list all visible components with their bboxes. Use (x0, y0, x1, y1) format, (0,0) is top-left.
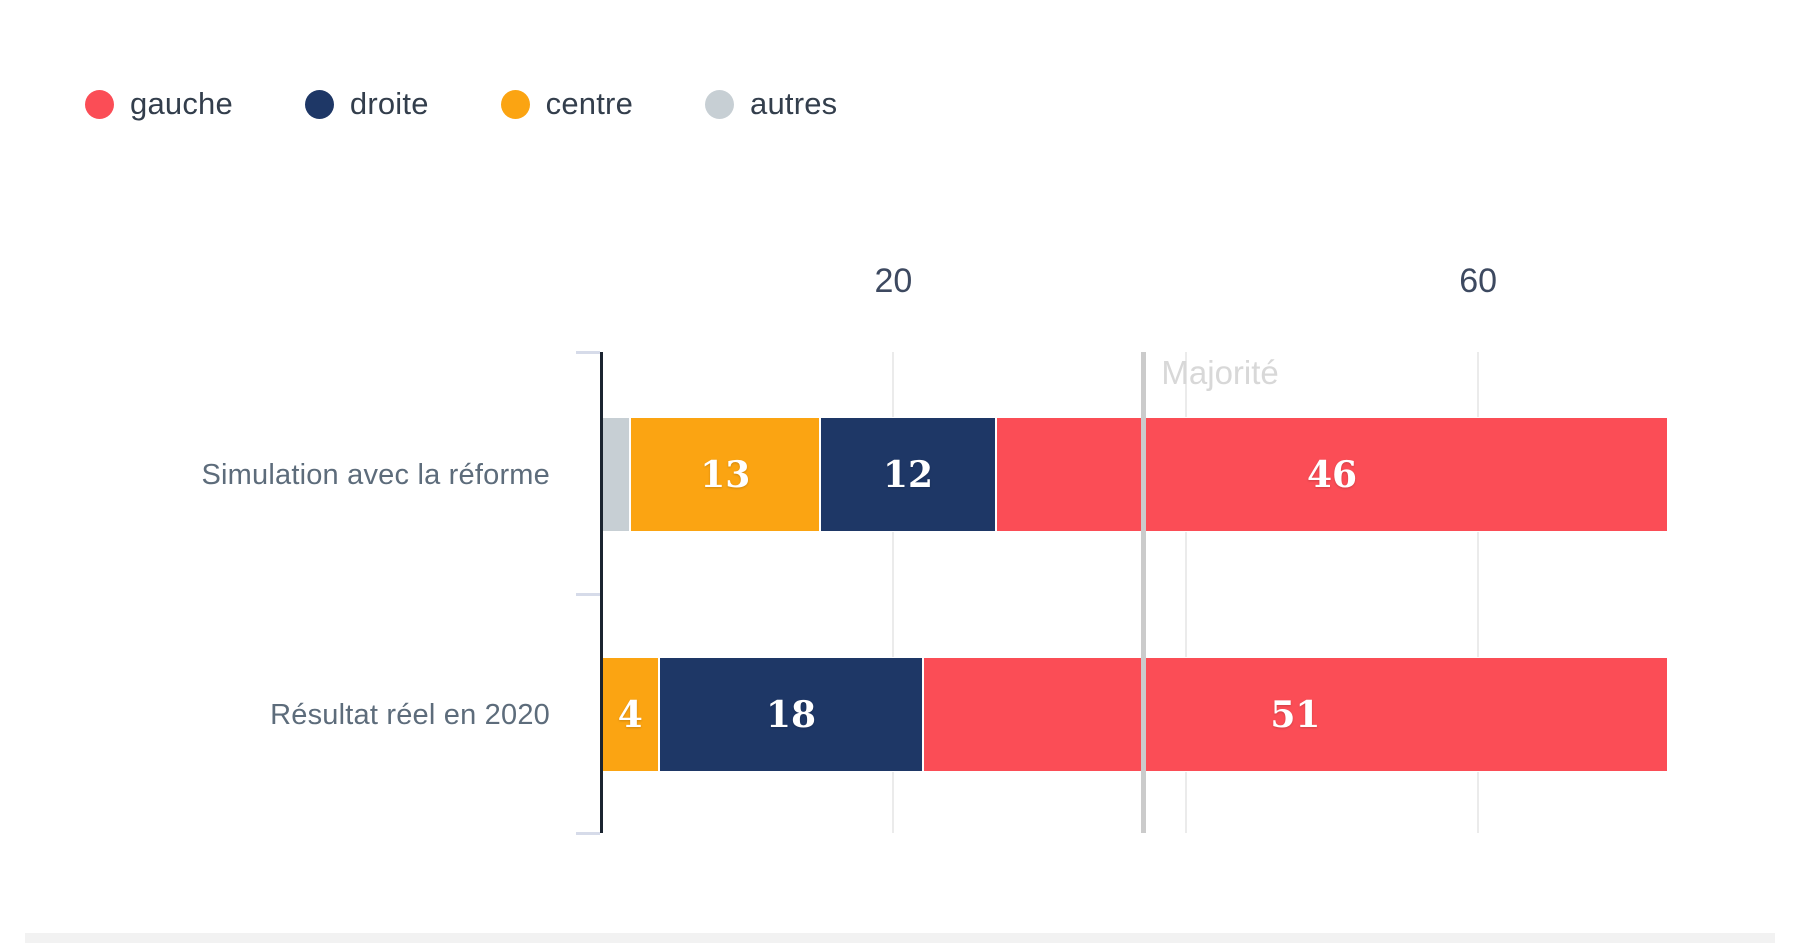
bottom-divider (25, 933, 1775, 943)
legend-item-droite: droite (304, 86, 429, 122)
x-tick-label-60: 60 (1459, 262, 1498, 300)
bar-segment-centre: 4 (601, 657, 660, 772)
y-axis-tick-0 (576, 351, 600, 354)
majority-line (1141, 352, 1147, 833)
bar-segment-droite: 18 (659, 657, 923, 772)
legend-item-autres: autres (705, 86, 837, 122)
legend-item-centre: centre (500, 86, 634, 122)
gridline-60 (1477, 352, 1480, 833)
legend-label: droite (349, 86, 429, 121)
bar-row: 4 18 51 (601, 657, 1678, 772)
legend-label: gauche (130, 86, 233, 121)
bar-value-label: 18 (765, 693, 817, 736)
legend-dot-centre (500, 89, 530, 119)
bar-value-label: 51 (1270, 693, 1321, 736)
legend-dot-gauche (85, 89, 114, 119)
legend-label: centre (545, 86, 634, 121)
bar-value-label: 46 (1306, 453, 1358, 496)
bar-segment-autres (601, 417, 631, 532)
bar-segment-gauche: 51 (922, 657, 1669, 772)
bar-row: 13 12 46 (601, 417, 1678, 532)
row-label: Simulation avec la réforme (201, 458, 550, 491)
bar-value-label: 4 (617, 693, 643, 736)
majority-label: Majorité (1161, 354, 1279, 391)
bar-segment-gauche: 46 (995, 417, 1669, 532)
gridline-40 (1184, 352, 1187, 833)
y-axis-tick-1 (576, 593, 600, 596)
y-axis-tick-2 (576, 832, 600, 835)
gridline-20 (892, 352, 895, 833)
y-axis-line (600, 352, 603, 833)
bar-value-label: 13 (700, 453, 751, 496)
chart-legend: gauche droite centre autres (85, 86, 837, 122)
legend-dot-droite (304, 89, 334, 119)
bar-segment-droite: 12 (820, 417, 996, 532)
x-tick-label-20: 20 (874, 262, 913, 300)
bar-value-label: 12 (882, 453, 934, 496)
bar-segment-centre: 13 (630, 417, 821, 532)
row-label: Résultat réel en 2020 (270, 698, 550, 731)
legend-dot-autres (705, 89, 735, 119)
legend-label: autres (750, 86, 838, 121)
legend-item-gauche: gauche (85, 86, 233, 122)
